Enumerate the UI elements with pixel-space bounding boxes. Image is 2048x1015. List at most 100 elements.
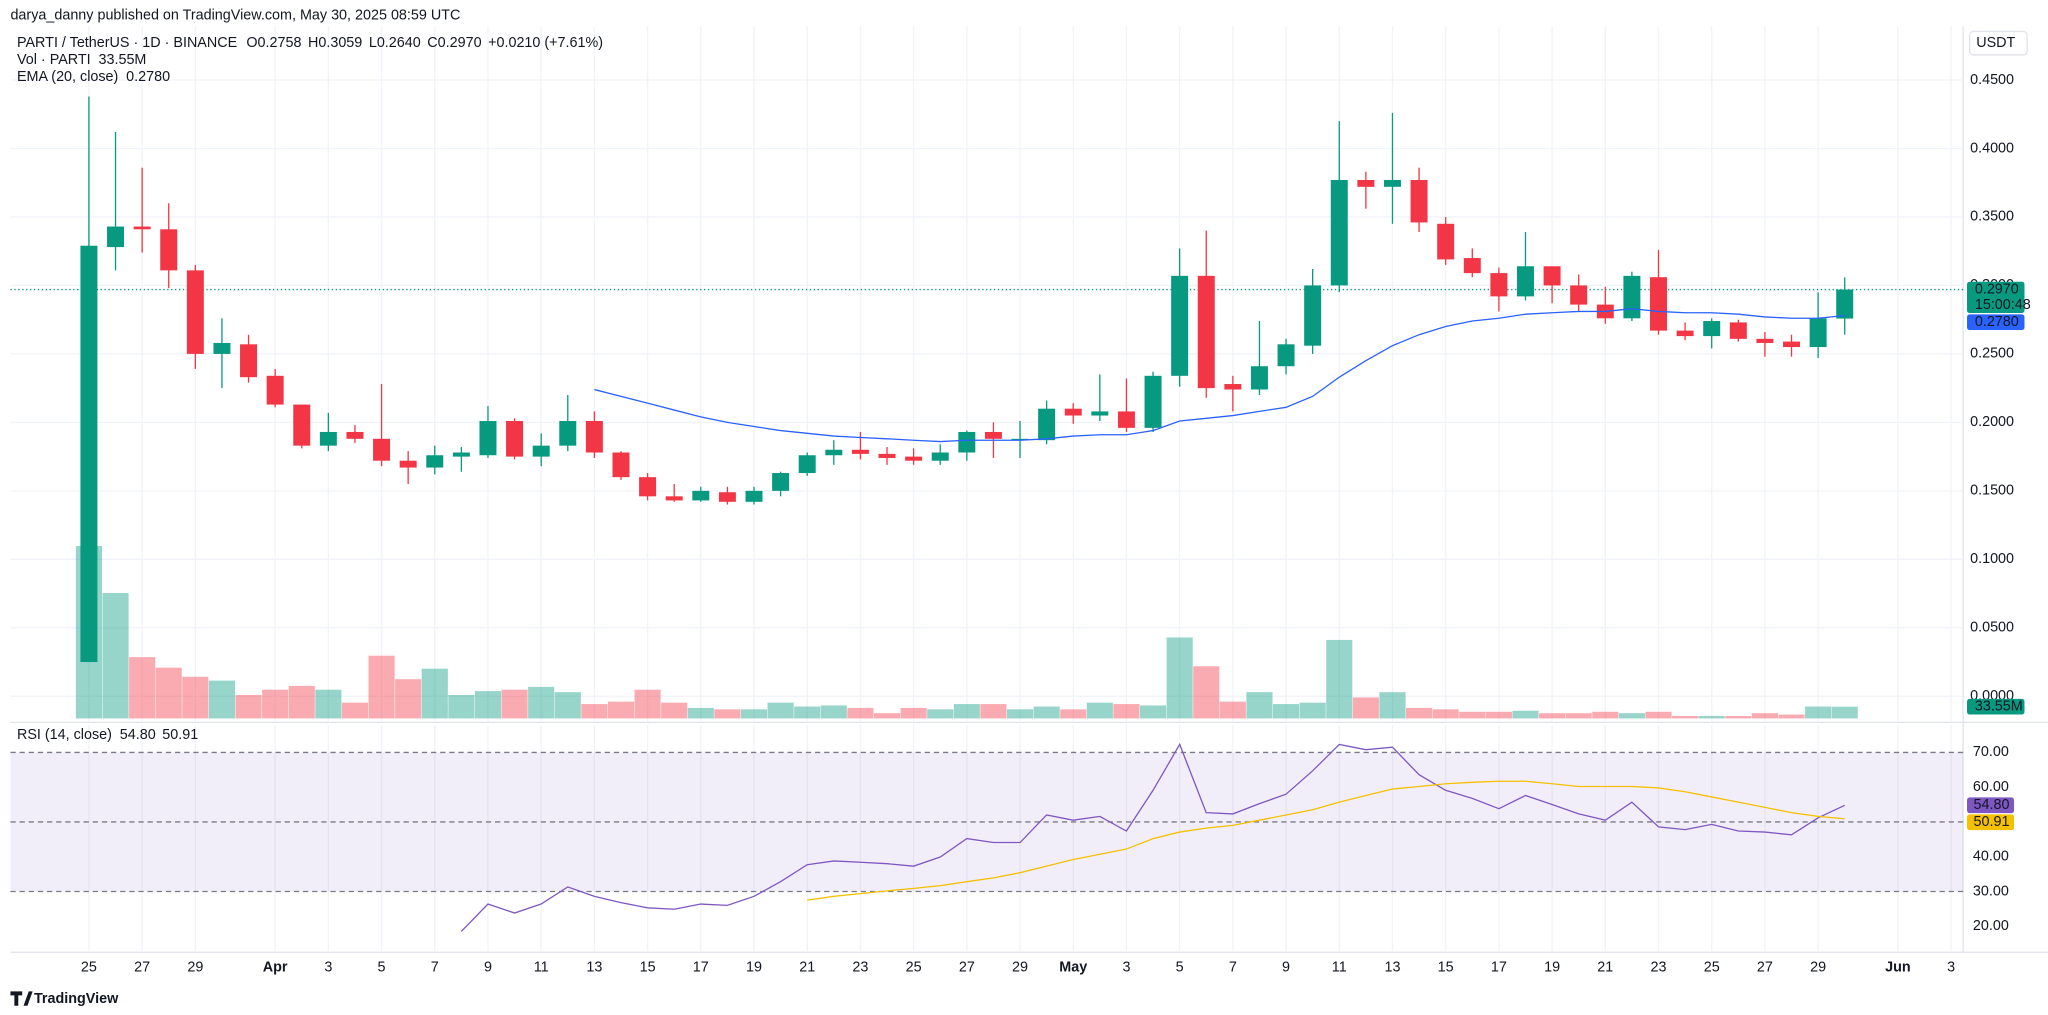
x-tick-label: 15 (1438, 960, 1454, 976)
candle-body (1650, 277, 1667, 331)
x-tick-label: 25 (81, 960, 97, 976)
volume-bar (1432, 709, 1459, 719)
volume-bar (1725, 715, 1752, 719)
volume-bar (1166, 637, 1193, 719)
rsi-tick-label: 40.00 (1973, 849, 2009, 865)
volume-bar (1539, 713, 1566, 719)
ema-legend-value: 0.2780 (126, 69, 170, 85)
candle-body (240, 344, 258, 378)
volume-bar (927, 709, 954, 719)
volume-legend-name: Vol · PARTI (17, 52, 91, 68)
volume-bar (767, 702, 794, 719)
candle-body (1543, 266, 1561, 286)
candle-body (426, 455, 444, 468)
volume-bar (1698, 715, 1725, 719)
candle-body (452, 452, 470, 457)
candle-body (399, 460, 417, 468)
candle-body (346, 431, 364, 439)
candle-body (1383, 179, 1401, 187)
candle-body (1224, 384, 1242, 390)
candle-body (639, 477, 657, 497)
candle-body (1729, 322, 1747, 339)
candle-body (1676, 330, 1694, 337)
candle-body (1144, 375, 1162, 428)
ohlc-legend: L (369, 35, 377, 51)
candle-body (80, 245, 98, 663)
rsi-tag-label: 54.80 (1974, 797, 2010, 813)
ema-tag-label: 0.2780 (1975, 314, 2019, 330)
x-tick-label: 5 (1176, 960, 1184, 976)
candle-body (745, 490, 763, 502)
x-tick-label: 29 (1810, 960, 1826, 976)
volume-bar (368, 655, 395, 719)
candle-body (1304, 285, 1322, 346)
x-tick-label: 13 (586, 960, 602, 976)
volume-bar (847, 707, 874, 719)
volume-bar (1272, 704, 1300, 719)
volume-bar (953, 704, 980, 719)
candle-body (1437, 223, 1455, 260)
candle-body (825, 449, 843, 456)
rsi-tag (1967, 814, 2015, 831)
x-tick-label: 9 (1282, 960, 1290, 976)
candle-body (1038, 408, 1056, 441)
volume-bar (1565, 713, 1592, 719)
currency[interactable]: USDT (1976, 35, 2015, 51)
volume-bar (980, 704, 1007, 719)
candle-body (1197, 275, 1215, 389)
ohlc-legend: 0.2970 (438, 35, 482, 51)
rsi-legend-name: RSI (14, close) (17, 727, 112, 743)
volume-bar (102, 592, 129, 719)
candle-body (1623, 275, 1641, 319)
logo[interactable]: TradingView (10, 991, 119, 1007)
candle-body (213, 342, 231, 354)
volume-bar (740, 709, 768, 719)
volume-bar (474, 691, 502, 719)
logo-text: TradingView (34, 991, 119, 1007)
candle-body (373, 438, 391, 461)
volume-tag (1967, 698, 2025, 715)
x-tick-label: 19 (746, 960, 762, 976)
volume-bar (1193, 666, 1220, 719)
volume-bar (1246, 692, 1273, 719)
candle-body (1171, 275, 1189, 376)
x-tick-label: 11 (534, 960, 549, 976)
candle-body (160, 229, 178, 271)
candle-body (585, 421, 603, 453)
x-tick-label: 27 (1757, 960, 1773, 976)
x-tick-label: 19 (1544, 960, 1560, 976)
x-tick-label: Jun (1885, 960, 1911, 976)
volume-bar (1326, 639, 1353, 719)
y-tick-label: 0.0500 (1970, 620, 2014, 636)
volume-bar (1645, 711, 1672, 719)
rsi-line (460, 742, 1846, 932)
x-tick-label: Apr (263, 960, 288, 976)
volume-bar (182, 676, 209, 719)
candle-body (479, 421, 497, 456)
candle-body (1410, 179, 1428, 223)
x-tick-label: 17 (693, 960, 709, 976)
x-tick-label: 29 (187, 960, 203, 976)
rsi-tag (1967, 797, 2015, 814)
candle-body (266, 375, 284, 405)
volume-bar (155, 667, 182, 719)
x-tick-label: 3 (1947, 960, 1955, 976)
volume-bar (1592, 711, 1619, 719)
candle-body (1490, 273, 1508, 297)
x-tick-label: 7 (431, 960, 439, 976)
currency-box[interactable] (1968, 30, 2028, 56)
x-tick-label: 11 (1332, 960, 1347, 976)
x-tick-label: 15 (640, 960, 656, 976)
rsi-tick-label: 30.00 (1973, 883, 2009, 899)
ohlc-legend: +0.0210 (+7.61%) (488, 35, 603, 51)
volume-bar (687, 707, 714, 719)
x-tick-label: 21 (799, 960, 815, 976)
volume-bar (1299, 702, 1326, 719)
volume-tag-label: 33.55M (1975, 698, 2023, 714)
ohlc-legend: 0.3059 (318, 35, 362, 51)
rsi-legend-value: 54.80 (120, 727, 156, 743)
volume-bar (315, 689, 342, 719)
x-tick-label: 5 (378, 960, 386, 976)
candle-body (1064, 408, 1082, 416)
x-tick-label: 17 (1491, 960, 1507, 976)
